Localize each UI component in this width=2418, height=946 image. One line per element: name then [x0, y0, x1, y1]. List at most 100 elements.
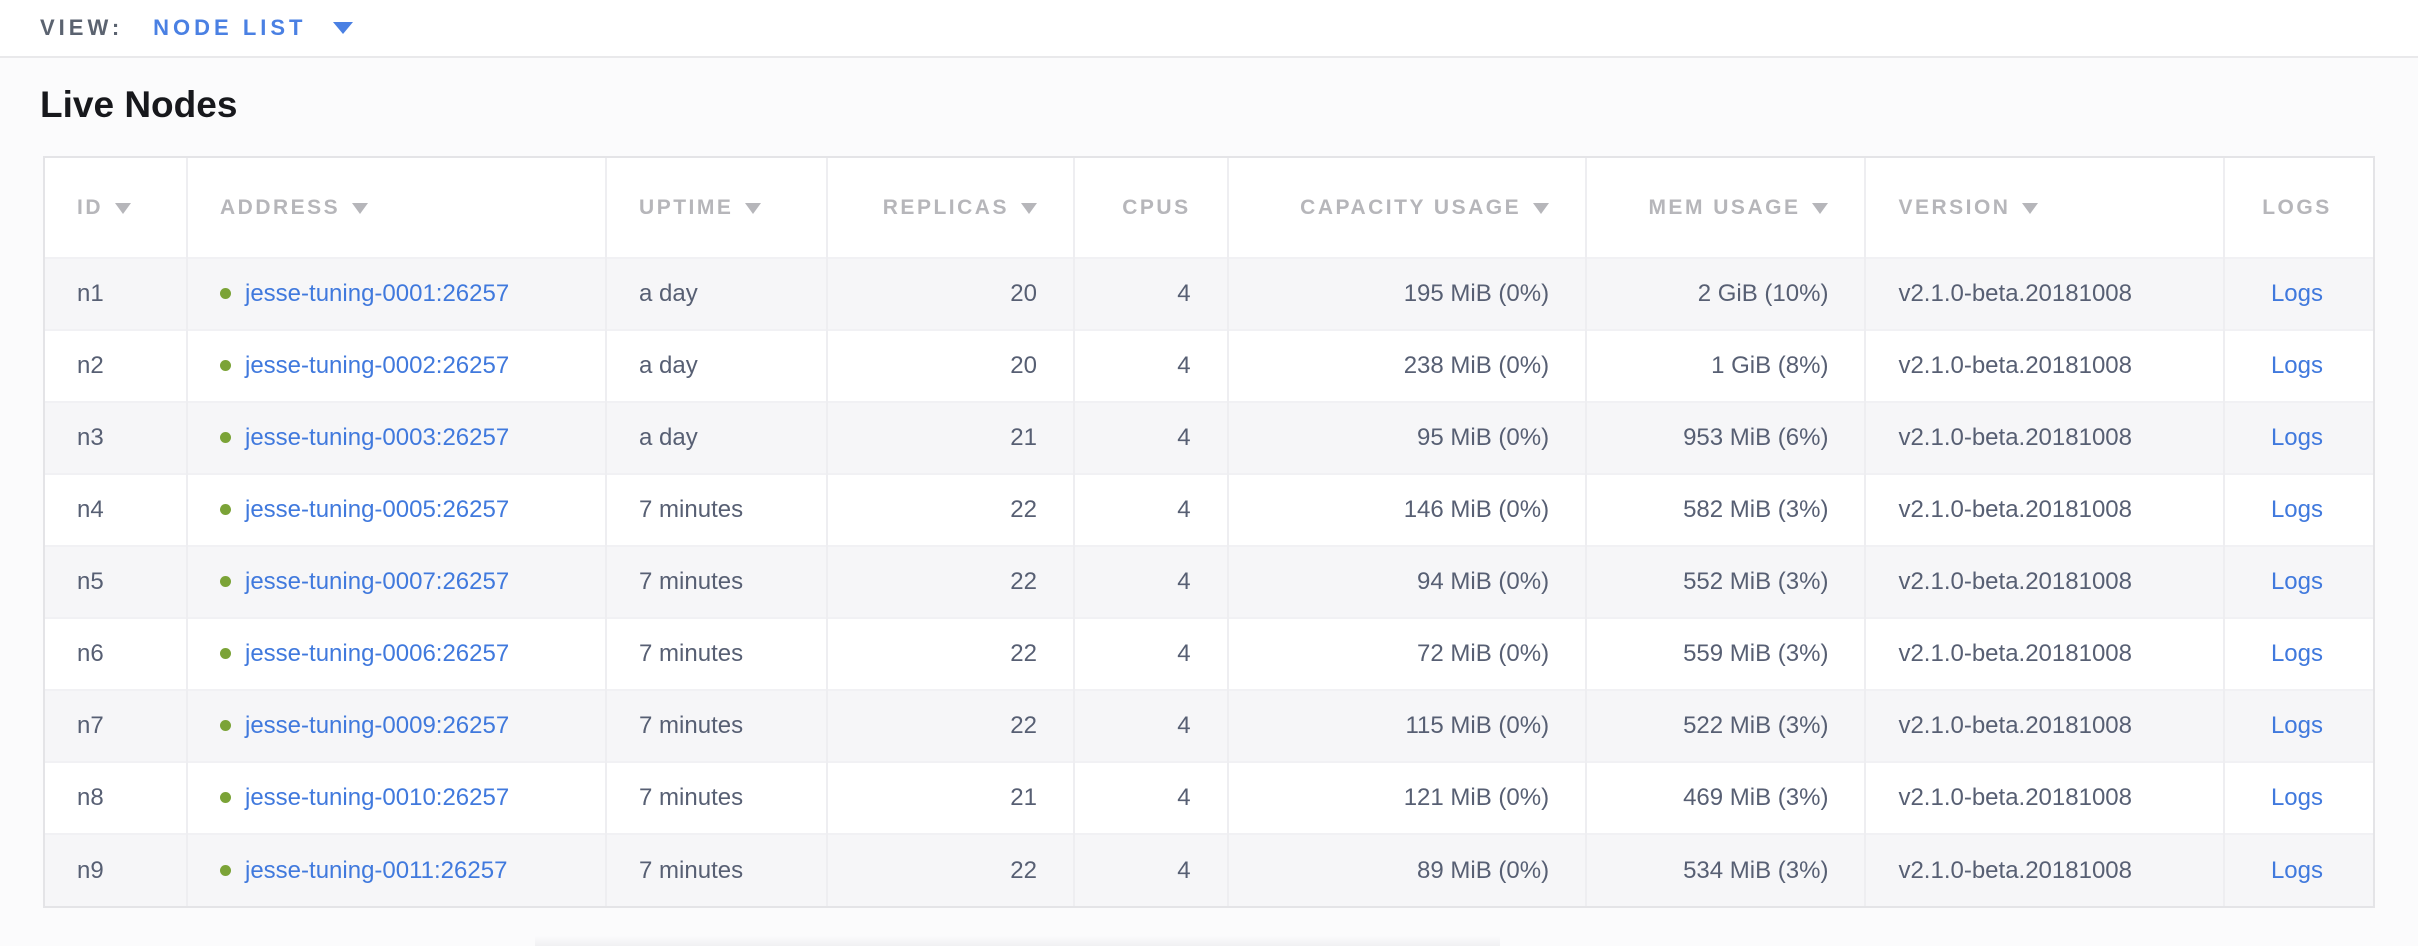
- version-cell: v2.1.0-beta.20181008: [1864, 833, 2224, 906]
- logs-link[interactable]: Logs: [2270, 280, 2323, 307]
- view-bar: VIEW: NODE LIST: [0, 0, 2418, 58]
- logs-cell: Logs: [2222, 617, 2373, 690]
- logs-link[interactable]: Logs: [2270, 640, 2323, 667]
- logs-link[interactable]: Logs: [2270, 712, 2323, 739]
- table-row: n7 jesse-tuning-0009:26257 7 minutes 22 …: [45, 689, 2373, 762]
- address-link[interactable]: jesse-tuning-0001:26257: [245, 280, 510, 307]
- column-header-mem-usage[interactable]: MEM USAGE: [1585, 158, 1866, 258]
- replicas-cell: 22: [826, 833, 1074, 906]
- mem-usage-cell: 582 MiB (3%): [1585, 473, 1866, 546]
- chevron-down-icon: [332, 22, 353, 34]
- sort-desc-icon: [1533, 202, 1550, 214]
- logs-link[interactable]: Logs: [2270, 784, 2323, 811]
- column-header-label: CAPACITY USAGE: [1300, 195, 1522, 219]
- node-address-cell: jesse-tuning-0006:26257: [185, 617, 607, 690]
- address-link[interactable]: jesse-tuning-0009:26257: [245, 712, 510, 739]
- uptime-cell: 7 minutes: [605, 689, 828, 762]
- sort-desc-icon: [115, 202, 131, 214]
- column-header-version[interactable]: VERSION: [1864, 158, 2224, 258]
- logs-cell: Logs: [2222, 545, 2373, 618]
- cpus-cell: 4: [1072, 689, 1228, 762]
- logs-cell: Logs: [2222, 833, 2373, 906]
- sort-desc-icon: [1020, 202, 1037, 214]
- mem-usage-cell: 469 MiB (3%): [1585, 761, 1866, 834]
- replicas-cell: 21: [826, 401, 1074, 474]
- node-address-cell: jesse-tuning-0009:26257: [185, 689, 607, 762]
- uptime-cell: 7 minutes: [605, 473, 828, 546]
- logs-cell: Logs: [2222, 329, 2373, 402]
- cpus-cell: 4: [1072, 329, 1228, 402]
- table-row: n4 jesse-tuning-0005:26257 7 minutes 22 …: [45, 473, 2373, 546]
- column-header-label: CPUS: [1122, 195, 1191, 219]
- page-bottom-shadow: [535, 936, 1500, 946]
- column-header-label: LOGS: [2262, 195, 2332, 219]
- column-header-replicas[interactable]: REPLICAS: [826, 158, 1074, 258]
- capacity-usage-cell: 94 MiB (0%): [1226, 545, 1587, 618]
- node-address-cell: jesse-tuning-0007:26257: [185, 545, 607, 618]
- sort-desc-icon: [1812, 202, 1829, 214]
- column-header-label: REPLICAS: [882, 195, 1009, 219]
- table-row: n9 jesse-tuning-0011:26257 7 minutes 22 …: [45, 833, 2373, 906]
- version-cell: v2.1.0-beta.20181008: [1864, 545, 2224, 618]
- replicas-cell: 20: [826, 257, 1074, 330]
- column-header-id[interactable]: ID: [45, 158, 187, 258]
- live-nodes-table: ID ADDRESS UPTIME REPLICAS CPUS CAPACITY…: [45, 158, 2373, 906]
- column-header-uptime[interactable]: UPTIME: [605, 158, 828, 258]
- logs-link[interactable]: Logs: [2270, 424, 2323, 451]
- cpus-cell: 4: [1072, 545, 1228, 618]
- version-cell: v2.1.0-beta.20181008: [1864, 473, 2224, 546]
- table-row: n5 jesse-tuning-0007:26257 7 minutes 22 …: [45, 545, 2373, 618]
- uptime-cell: 7 minutes: [605, 761, 828, 834]
- live-status-dot-icon: [220, 432, 231, 443]
- uptime-cell: a day: [605, 257, 828, 330]
- address-link[interactable]: jesse-tuning-0006:26257: [245, 640, 510, 667]
- capacity-usage-cell: 238 MiB (0%): [1226, 329, 1587, 402]
- live-status-dot-icon: [220, 288, 231, 299]
- live-status-dot-icon: [220, 576, 231, 587]
- column-header-label: VERSION: [1898, 195, 2011, 219]
- logs-link[interactable]: Logs: [2270, 856, 2323, 884]
- node-id-cell: n3: [45, 401, 187, 474]
- replicas-cell: 22: [826, 473, 1074, 546]
- address-link[interactable]: jesse-tuning-0011:26257: [245, 856, 508, 884]
- table-row: n2 jesse-tuning-0002:26257 a day 20 4 23…: [45, 329, 2373, 402]
- cpus-cell: 4: [1072, 761, 1228, 834]
- address-link[interactable]: jesse-tuning-0003:26257: [245, 424, 510, 451]
- cpus-cell: 4: [1072, 257, 1228, 330]
- column-header-capacity-usage[interactable]: CAPACITY USAGE: [1226, 158, 1587, 258]
- capacity-usage-cell: 72 MiB (0%): [1226, 617, 1587, 690]
- column-header-label: ADDRESS: [220, 195, 341, 219]
- sort-desc-icon: [745, 202, 762, 214]
- live-status-dot-icon: [220, 864, 231, 876]
- view-selector-dropdown[interactable]: NODE LIST: [153, 15, 353, 41]
- version-cell: v2.1.0-beta.20181008: [1864, 257, 2224, 330]
- uptime-cell: 7 minutes: [605, 833, 828, 906]
- node-id-cell: n8: [45, 761, 187, 834]
- cpus-cell: 4: [1072, 833, 1228, 906]
- node-id-cell: n7: [45, 689, 187, 762]
- version-cell: v2.1.0-beta.20181008: [1864, 401, 2224, 474]
- replicas-cell: 22: [826, 617, 1074, 690]
- logs-cell: Logs: [2222, 689, 2373, 762]
- address-link[interactable]: jesse-tuning-0002:26257: [245, 352, 510, 379]
- address-link[interactable]: jesse-tuning-0007:26257: [245, 568, 510, 595]
- table-header-row: ID ADDRESS UPTIME REPLICAS CPUS CAPACITY…: [45, 158, 2373, 258]
- column-header-address[interactable]: ADDRESS: [185, 158, 607, 258]
- mem-usage-cell: 534 MiB (3%): [1585, 833, 1866, 906]
- logs-link[interactable]: Logs: [2270, 352, 2323, 379]
- logs-link[interactable]: Logs: [2270, 496, 2323, 523]
- logs-cell: Logs: [2222, 401, 2373, 474]
- table-row: n1 jesse-tuning-0001:26257 a day 20 4 19…: [45, 257, 2373, 330]
- node-id-cell: n1: [45, 257, 187, 330]
- address-link[interactable]: jesse-tuning-0010:26257: [245, 784, 510, 811]
- cpus-cell: 4: [1072, 617, 1228, 690]
- logs-link[interactable]: Logs: [2270, 568, 2323, 595]
- column-header-label: MEM USAGE: [1648, 195, 1801, 219]
- replicas-cell: 22: [826, 689, 1074, 762]
- view-selector-value: NODE LIST: [153, 15, 307, 40]
- capacity-usage-cell: 95 MiB (0%): [1226, 401, 1587, 474]
- table-row: n6 jesse-tuning-0006:26257 7 minutes 22 …: [45, 617, 2373, 690]
- address-link[interactable]: jesse-tuning-0005:26257: [245, 496, 510, 523]
- sort-desc-icon: [352, 202, 369, 214]
- mem-usage-cell: 559 MiB (3%): [1585, 617, 1866, 690]
